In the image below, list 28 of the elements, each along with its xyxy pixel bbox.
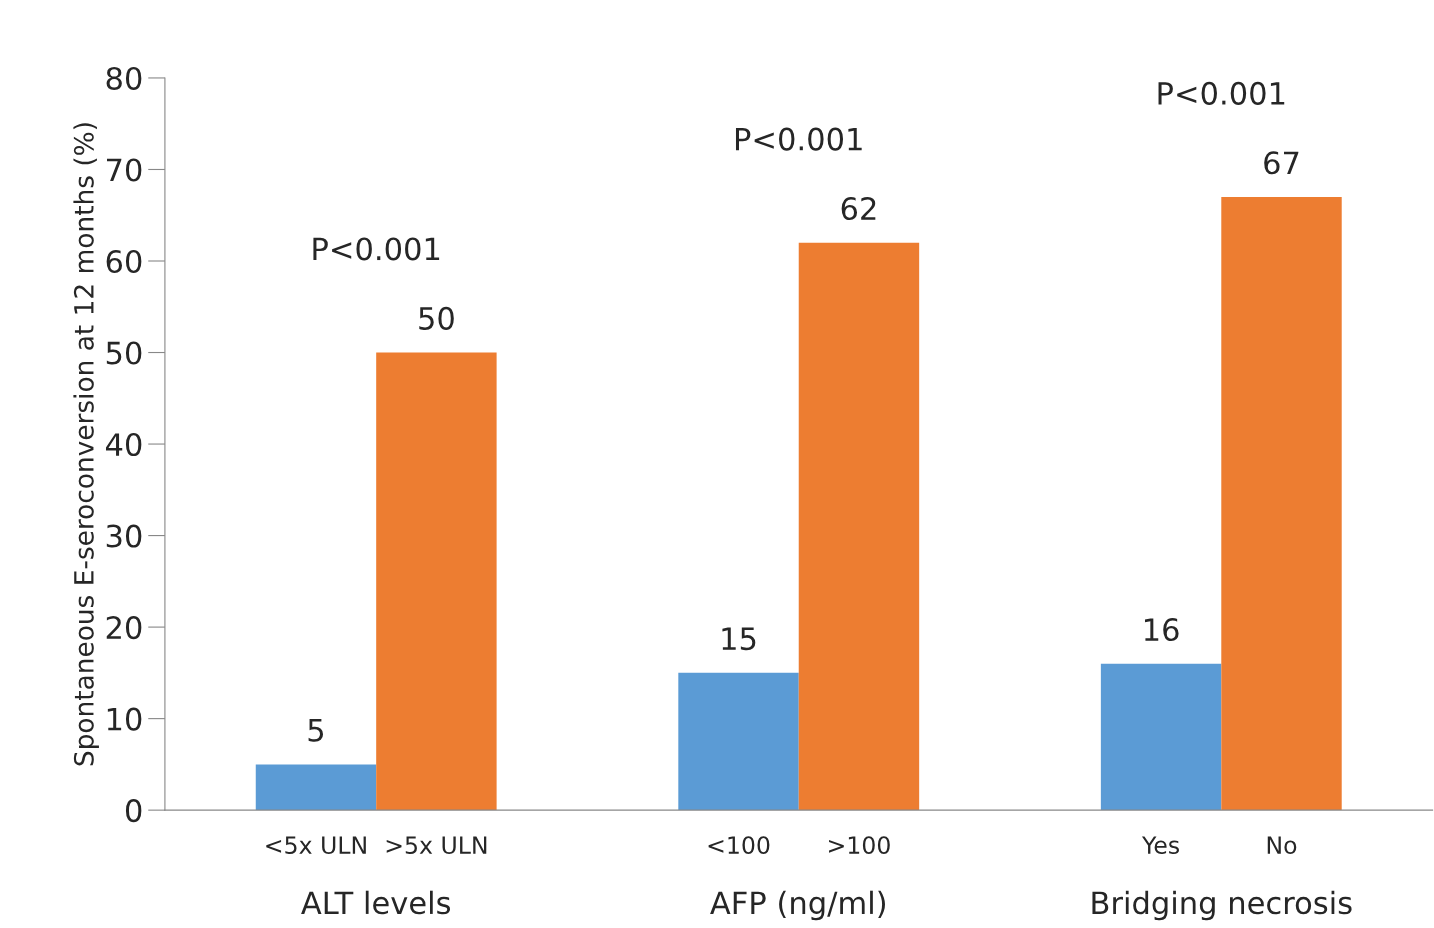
y-tick-label: 50 [106, 341, 142, 365]
y-tick-label: 20 [106, 616, 142, 640]
y-tick-label: 0 [125, 799, 142, 823]
text: No [1267, 836, 1297, 855]
y-tick-label: 60 [106, 249, 142, 274]
data-label: 16 [1144, 618, 1179, 642]
y-axis-title: Spontaneous E-seroconversion at 12 months (%) [73, 123, 99, 766]
x-tick-label: ALT levels [301, 890, 451, 915]
x-tick-label: AFP (ng/ml) [710, 890, 885, 921]
text: <5x ULN [266, 836, 366, 855]
text: >100 [829, 836, 890, 855]
data-label: 5 [308, 719, 324, 742]
data-label: 67 [1264, 151, 1299, 175]
y-tick-label: 40 [105, 432, 142, 457]
annotation: P<0.001 [313, 237, 440, 261]
data-label: 50 [419, 306, 454, 330]
data-label: 15 [722, 627, 756, 651]
text: <100 [708, 836, 770, 855]
annotation: P<0.001 [735, 127, 862, 151]
y-tick-label: 80 [106, 66, 142, 90]
y-tick-label: 30 [106, 524, 142, 548]
y-tick-label: 70 [107, 158, 142, 182]
x-tick-label: Bridging necrosis [1092, 890, 1352, 921]
annotation: P<0.001 [1158, 81, 1285, 105]
text: Yes [1141, 836, 1179, 855]
data-label: 62 [841, 197, 876, 221]
text: >5x ULN [386, 836, 487, 855]
y-tick-label: 10 [107, 707, 142, 731]
